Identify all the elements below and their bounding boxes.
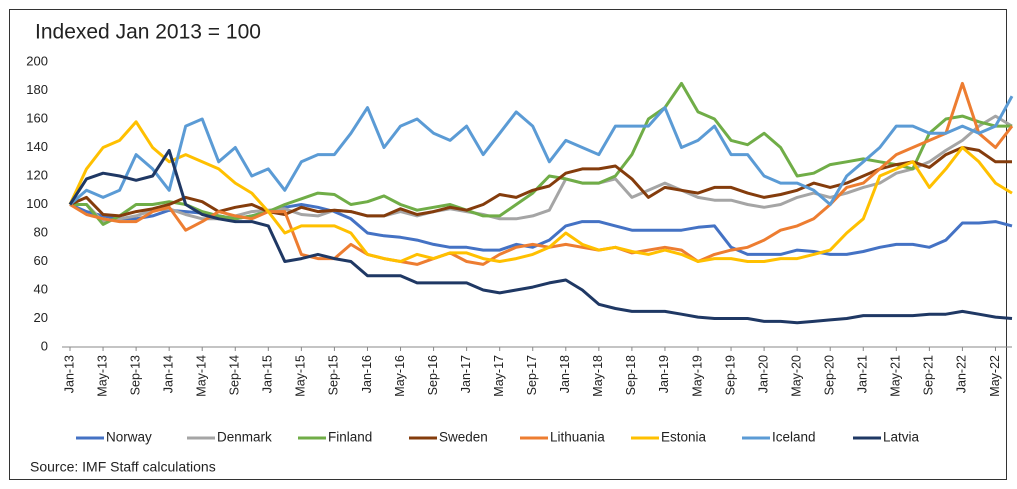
- y-tick-label: 20: [34, 310, 48, 325]
- y-tick-label: 40: [34, 281, 48, 296]
- x-tick-label: Sep-19: [723, 355, 737, 395]
- x-tick-label: Jan-20: [756, 355, 770, 393]
- legend-label: Iceland: [772, 430, 816, 445]
- x-tick-label: May-20: [789, 355, 803, 397]
- x-tick-label: May-21: [889, 355, 903, 397]
- x-tick-label: May-22: [988, 355, 1002, 397]
- y-tick-label: 0: [41, 338, 48, 353]
- x-tick-label: May-15: [294, 355, 308, 397]
- chart-title: Indexed Jan 2013 = 100: [35, 21, 261, 44]
- legend-label: Finland: [328, 430, 372, 445]
- legend-label: Denmark: [217, 430, 272, 445]
- x-tick-label: Sep-20: [823, 355, 837, 395]
- source-note: Source: IMF Staff calculations: [30, 459, 216, 475]
- y-tick-label: 120: [26, 167, 48, 182]
- x-tick-label: Sep-15: [327, 355, 341, 395]
- x-tick-label: May-19: [690, 355, 704, 397]
- y-tick-label: 60: [34, 253, 48, 268]
- x-tick-label: Jan-19: [657, 355, 671, 393]
- x-tick-label: Jan-13: [62, 355, 76, 393]
- series-line: [69, 81, 1014, 266]
- x-tick-label: Sep-18: [624, 355, 638, 395]
- series-line: [69, 95, 1014, 206]
- chart-frame: [9, 9, 1007, 480]
- x-tick-label: Sep-17: [525, 355, 539, 395]
- x-tick-label: May-13: [95, 355, 109, 397]
- x-tick-label: May-16: [393, 355, 407, 397]
- series-line: [69, 146, 1012, 218]
- x-tick-label: Sep-14: [228, 355, 242, 395]
- x-tick-label: May-18: [591, 355, 605, 397]
- y-tick-label: 80: [34, 224, 48, 239]
- x-tick-label: Jan-15: [261, 355, 275, 393]
- x-tick-label: Sep-13: [128, 355, 142, 395]
- legend-label: Estonia: [661, 430, 707, 445]
- legend-label: Sweden: [439, 430, 488, 445]
- x-tick-label: Sep-16: [426, 355, 440, 395]
- y-tick-label: 160: [26, 110, 48, 125]
- series-line: [68, 148, 1013, 325]
- y-tick-label: 180: [26, 82, 48, 97]
- x-tick-label: Jan-18: [558, 355, 572, 393]
- y-tick-label: 200: [26, 53, 48, 68]
- series-line: [68, 120, 1013, 263]
- x-tick-label: Jan-14: [161, 355, 175, 393]
- x-tick-label: Jan-22: [955, 355, 969, 393]
- y-tick-label: 100: [26, 196, 48, 211]
- legend-label: Lithuania: [550, 430, 605, 445]
- x-tick-label: Jan-21: [856, 355, 870, 393]
- x-tick-label: Jan-17: [459, 355, 473, 393]
- x-tick-label: May-14: [195, 355, 209, 397]
- x-tick-label: May-17: [492, 355, 506, 397]
- legend-label: Latvia: [883, 430, 920, 445]
- series-line: [70, 81, 1012, 226]
- x-tick-label: Jan-16: [360, 355, 374, 393]
- x-tick-label: Sep-21: [922, 355, 936, 395]
- legend-label: Norway: [106, 430, 152, 445]
- y-tick-label: 140: [26, 139, 48, 154]
